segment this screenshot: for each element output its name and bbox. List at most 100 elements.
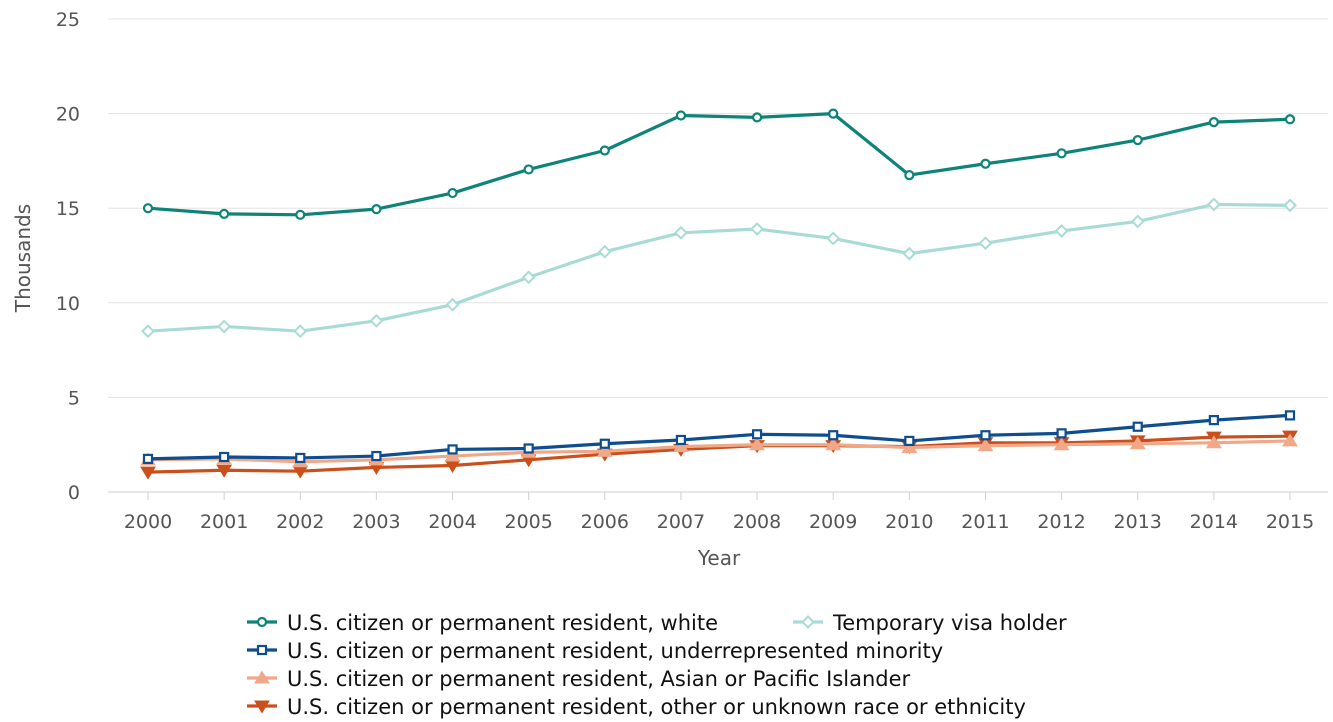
data-point (675, 110, 687, 121)
data-point (750, 222, 764, 236)
data-point (217, 319, 232, 334)
legend-label: U.S. citizen or permanent resident, othe… (287, 695, 1026, 719)
data-point (904, 435, 915, 447)
x-tick-label: 2004 (428, 511, 476, 533)
legend: U.S. citizen or permanent resident, whit… (247, 611, 1067, 719)
x-tick-label: 2015 (1266, 511, 1314, 533)
data-point (1056, 148, 1067, 159)
data-point (1130, 214, 1145, 229)
y-tick-label: 0 (68, 482, 80, 504)
data-point (828, 108, 839, 119)
x-axis-title: Year (697, 546, 741, 570)
y-axis-ticks: 0 5 10 15 20 25 (56, 9, 80, 504)
data-point (1056, 428, 1067, 439)
data-point (1283, 198, 1297, 213)
data-point (521, 270, 536, 285)
data-point (1054, 223, 1069, 238)
data-point (1284, 410, 1296, 421)
data-point (371, 204, 382, 215)
data-point (444, 448, 461, 462)
data-point (142, 203, 154, 214)
data-point (141, 324, 155, 339)
data-point (596, 443, 613, 457)
x-tick-label: 2006 (581, 511, 629, 533)
legend-item[interactable]: U.S. citizen or permanent resident, othe… (247, 695, 1026, 719)
data-point (1132, 421, 1143, 432)
data-point (749, 437, 765, 451)
data-point (1284, 114, 1296, 125)
legend-label: U.S. citizen or permanent resident, unde… (287, 639, 943, 663)
data-point (902, 246, 917, 261)
data-point (751, 429, 763, 440)
data-point (1206, 197, 1221, 212)
y-tick-label: 25 (56, 9, 80, 31)
series-line (146, 111, 1292, 217)
series-line (146, 413, 1292, 461)
series-line (146, 434, 1292, 474)
data-point (977, 438, 994, 452)
legend-item[interactable]: U.S. citizen or permanent resident, unde… (247, 639, 943, 663)
series-0 (142, 108, 1296, 220)
data-point (142, 453, 154, 464)
x-tick-label: 2003 (352, 511, 400, 533)
data-point (445, 297, 460, 312)
data-point (1208, 415, 1219, 426)
y-tick-label: 10 (56, 293, 80, 315)
data-point (140, 466, 156, 480)
data-point (371, 450, 382, 462)
x-tick-label: 2009 (809, 511, 857, 533)
data-point (293, 324, 308, 339)
legend-symbol (256, 616, 268, 628)
x-tick-label: 2000 (124, 511, 172, 533)
data-point (1129, 436, 1146, 450)
x-tick-label: 2014 (1190, 511, 1238, 533)
legend-item[interactable]: U.S. citizen or permanent resident, Asia… (247, 667, 911, 691)
legend-item[interactable]: U.S. citizen or permanent resident, whit… (247, 611, 718, 635)
data-point (216, 464, 233, 478)
x-tick-label: 2012 (1037, 511, 1085, 533)
y-tick-label: 5 (68, 387, 80, 409)
legend-item[interactable]: Temporary visa holder (793, 611, 1067, 635)
legend-symbol (801, 615, 815, 629)
data-point (1053, 437, 1070, 451)
data-point (597, 244, 612, 259)
legend-label: U.S. citizen or permanent resident, whit… (287, 611, 718, 635)
data-point (1282, 433, 1298, 447)
x-tick-label: 2013 (1114, 511, 1162, 533)
data-point (904, 169, 915, 181)
series-3 (140, 433, 1298, 468)
data-point (599, 145, 610, 156)
x-tick-label: 2010 (885, 511, 933, 533)
data-point (599, 438, 610, 449)
data-point (901, 440, 918, 454)
data-point (369, 313, 384, 328)
data-point (219, 451, 230, 463)
series-line (146, 202, 1292, 333)
data-point (219, 208, 230, 219)
legend-label: Temporary visa holder (832, 611, 1067, 635)
x-tick-label: 2001 (200, 511, 248, 533)
legend-symbol (254, 670, 270, 684)
data-point (978, 236, 993, 251)
data-point (1205, 435, 1222, 449)
y-tick-label: 15 (56, 198, 80, 220)
x-axis-ticks: 2000 2001 2002 2003 2004 2005 2006 2007 2008 2009… (124, 492, 1314, 533)
data-point (1132, 134, 1143, 146)
data-point (751, 112, 763, 123)
legend-symbol (254, 700, 270, 714)
x-tick-label: 2005 (504, 511, 552, 533)
data-point (828, 430, 839, 441)
legend-symbol (256, 644, 268, 656)
data-point (674, 225, 688, 240)
series-1 (141, 197, 1297, 339)
data-point (295, 452, 306, 464)
data-point (825, 437, 842, 451)
data-point (523, 164, 534, 175)
data-point (980, 158, 991, 169)
data-point (673, 439, 689, 453)
x-tick-label: 2002 (276, 511, 324, 533)
data-point (1208, 117, 1219, 128)
data-point (447, 444, 458, 455)
